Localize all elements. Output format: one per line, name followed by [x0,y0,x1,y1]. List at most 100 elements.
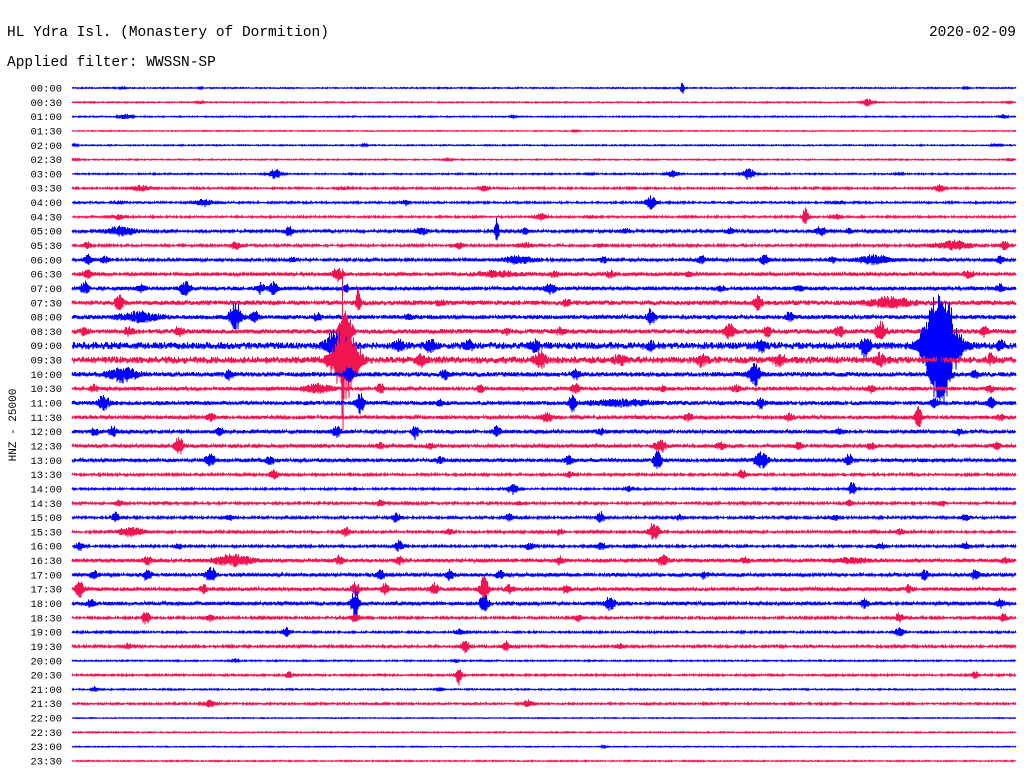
trace-0300 [71,168,1017,180]
time-label-0700: 07:00 [30,284,62,296]
trace-1130 [71,406,1017,428]
trace-2230 [71,730,1017,735]
date-label: 2020-02-09 [929,25,1016,41]
trace-0030 [71,98,1017,107]
time-label-0030: 00:30 [30,98,62,110]
time-label-1700: 17:00 [30,570,62,582]
trace-0700 [71,280,1017,297]
trace-1430 [71,499,1017,507]
trace-0400 [71,195,1017,210]
time-label-1500: 15:00 [30,513,62,525]
trace-1200 [71,425,1017,441]
time-label-2330: 23:30 [30,757,62,769]
time-label-2000: 20:00 [30,656,62,668]
trace-1730 [71,575,1017,604]
time-label-0600: 06:00 [30,255,62,267]
time-label-1030: 10:30 [30,384,62,396]
time-label-0830: 08:30 [30,327,62,339]
time-label-1330: 13:30 [30,470,62,482]
time-label-1600: 16:00 [30,542,62,554]
time-label-0100: 01:00 [30,112,62,124]
time-label-1100: 11:00 [30,399,62,411]
time-label-1900: 19:00 [30,628,62,640]
trace-0530 [71,239,1017,251]
trace-1900 [71,626,1017,638]
time-label-0930: 09:30 [30,356,62,368]
time-label-0400: 04:00 [30,198,62,210]
time-label-1630: 16:30 [30,556,62,568]
y-axis-label: HNZ - 25000 [8,389,20,462]
trace-0630 [71,268,1017,283]
time-label-2300: 23:00 [30,742,62,754]
time-label-2100: 21:00 [30,685,62,697]
trace-1100 [71,393,1017,415]
trace-0900 [71,294,1017,403]
trace-1400 [71,481,1017,496]
trace-0200 [71,142,1017,149]
trace-0330 [71,184,1017,193]
trace-0130 [71,128,1017,134]
time-label-0300: 03:00 [30,169,62,181]
trace-0830 [71,310,1017,353]
station-title: HL Ydra Isl. (Monastery of Dormition) [7,25,329,41]
filter-label: Applied filter: WWSSN-SP [7,55,216,71]
trace-0000 [71,82,1017,94]
time-label-2130: 21:30 [30,699,62,711]
time-label-1830: 18:30 [30,613,62,625]
trace-1030 [71,382,1017,395]
trace-1830 [71,612,1017,625]
time-label-1800: 18:00 [30,599,62,611]
trace-0100 [71,113,1017,120]
trace-2300 [71,744,1017,750]
time-label-0230: 02:30 [30,155,62,167]
time-label-2230: 22:30 [30,728,62,740]
time-label-0430: 04:30 [30,212,62,224]
trace-group [71,82,1017,763]
trace-1230 [71,437,1017,455]
trace-0500 [71,217,1017,241]
time-label-2200: 22:00 [30,714,62,726]
trace-0230 [71,156,1017,163]
time-label-0630: 06:30 [30,270,62,282]
time-label-1400: 14:00 [30,484,62,496]
time-label-2030: 20:30 [30,671,62,683]
time-label-1230: 12:30 [30,442,62,454]
time-label-1200: 12:00 [30,427,62,439]
time-label-0000: 00:00 [30,84,62,96]
time-label-0800: 08:00 [30,313,62,325]
time-label-1000: 10:00 [30,370,62,382]
trace-1330 [71,469,1017,480]
time-label-1300: 13:00 [30,456,62,468]
time-label-0200: 02:00 [30,141,62,153]
time-label-0900: 09:00 [30,341,62,353]
trace-1530 [71,523,1017,540]
time-label-1530: 15:30 [30,527,62,539]
trace-1930 [71,640,1017,653]
trace-0600 [71,253,1017,266]
trace-0800 [71,301,1017,333]
trace-1600 [71,539,1017,552]
trace-2100 [71,686,1017,693]
trace-1700 [71,566,1017,582]
trace-0430 [71,207,1017,224]
time-label-0330: 03:30 [30,184,62,196]
time-label-1430: 14:30 [30,499,62,511]
trace-2130 [71,699,1017,708]
trace-2200 [71,716,1017,720]
time-label-1930: 19:30 [30,642,62,654]
time-label-0730: 07:30 [30,298,62,310]
trace-2000 [71,657,1017,664]
trace-1500 [71,511,1017,524]
trace-2330 [71,759,1017,763]
trace-1630 [71,553,1017,568]
time-label-0530: 05:30 [30,241,62,253]
trace-0930 [71,268,1017,431]
time-label-0130: 01:30 [30,127,62,139]
time-label-group: 00:00 00:30 01:00 01:30 02:00 02:30 03:00 03:30… [30,84,62,769]
trace-0730 [71,286,1017,312]
trace-1800 [71,587,1017,618]
time-label-1730: 17:30 [30,585,62,597]
trace-1000 [71,350,1017,399]
time-label-0500: 05:00 [30,227,62,239]
